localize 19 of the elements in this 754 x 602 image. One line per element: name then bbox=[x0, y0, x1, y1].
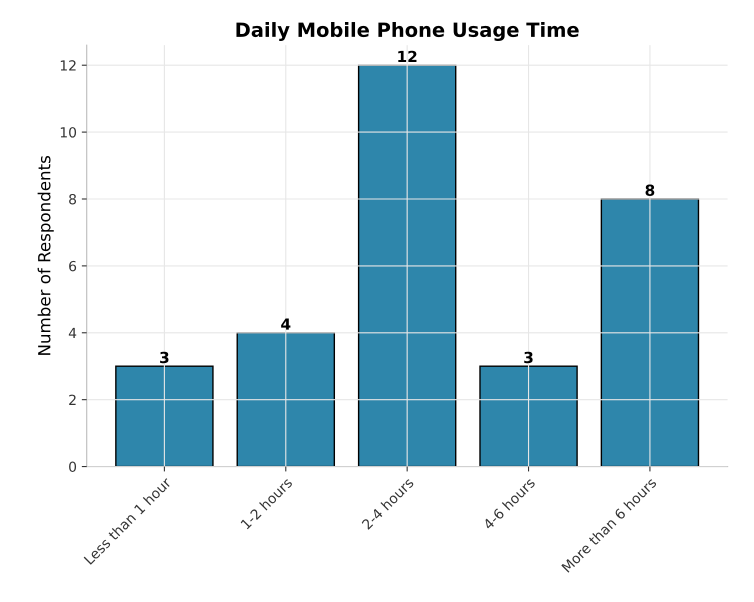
bar bbox=[115, 366, 214, 467]
data-label: 3 bbox=[524, 352, 533, 364]
y-axis-title: Number of Respondents bbox=[38, 156, 54, 355]
data-label: 8 bbox=[646, 184, 654, 196]
bar bbox=[600, 198, 700, 467]
bar bbox=[358, 64, 456, 467]
data-label: 12 bbox=[398, 50, 416, 62]
data-label: 4 bbox=[281, 318, 290, 330]
y-tick-label: 6 bbox=[69, 260, 76, 272]
y-tick-label: 2 bbox=[69, 394, 76, 405]
y-tick-label: 10 bbox=[60, 127, 76, 138]
y-tick-label: 4 bbox=[68, 328, 76, 338]
bar bbox=[236, 332, 336, 467]
bar bbox=[479, 366, 578, 467]
data-label: 3 bbox=[160, 352, 168, 364]
y-tick-label: 8 bbox=[69, 194, 76, 204]
chart-title: Daily Mobile Phone Usage Time bbox=[236, 22, 579, 42]
y-tick-label: 12 bbox=[60, 60, 76, 70]
y-tick-label: 0 bbox=[69, 462, 76, 472]
